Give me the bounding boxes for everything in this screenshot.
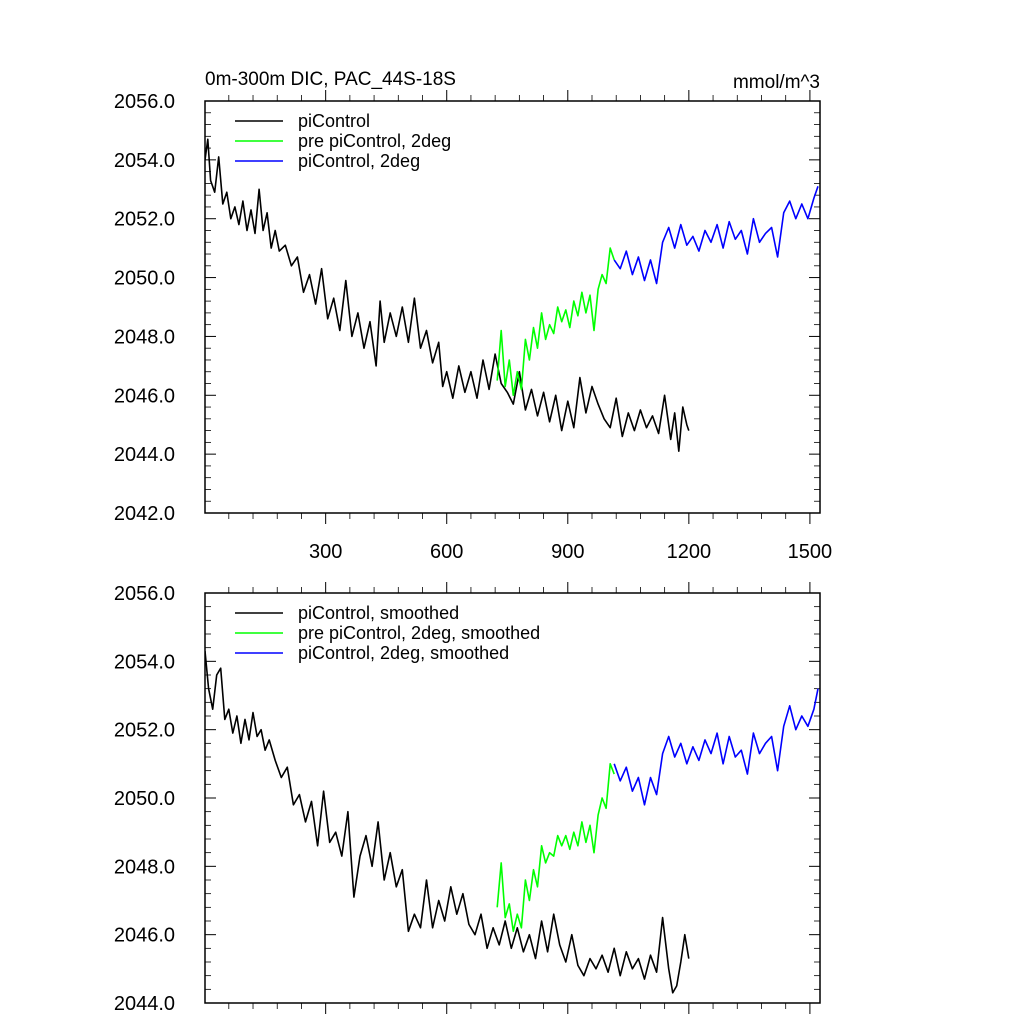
- top-ytick-label: 2046.0: [114, 385, 175, 407]
- top-ytick-label: 2050.0: [114, 268, 175, 290]
- top-xtick-label: 1200: [667, 541, 712, 563]
- top-chart-units: mmol/m^3: [733, 72, 820, 93]
- bottom-ytick-label: 2054.0: [114, 651, 175, 673]
- bottom-series-line-2: [496, 762, 615, 933]
- top-legend-label-2: pre piControl, 2deg: [298, 131, 451, 151]
- top-xtick-label: 1500: [788, 541, 833, 563]
- top-ytick-label: 2054.0: [114, 150, 175, 172]
- top-xtick-label: 300: [309, 541, 342, 563]
- bottom-series-line-1: [205, 651, 690, 994]
- top-ytick-label: 2044.0: [114, 444, 175, 466]
- top-chart-title-group: 0m-300m DIC, PAC_44S-18S mmol/m^3: [205, 69, 820, 93]
- top-ytick-label: 2042.0: [114, 503, 175, 525]
- bottom-chart-panel: 2044.0 2046.0 2048.0 2050.0 2052.0 2054.0 2056…: [114, 582, 821, 1015]
- bottom-ytick-label: 2050.0: [114, 788, 175, 810]
- top-ytick-label: 2052.0: [114, 209, 175, 231]
- bottom-ytick-label: 2044.0: [114, 993, 175, 1015]
- top-series-line-2: [496, 247, 615, 397]
- top-series-line-1: [205, 138, 690, 453]
- top-ytick-label: 2056.0: [114, 91, 175, 113]
- bottom-ytick-label: 2056.0: [114, 583, 175, 605]
- bottom-ytick-label: 2052.0: [114, 720, 175, 742]
- bottom-ytick-label: 2046.0: [114, 925, 175, 947]
- top-xtick-label: 600: [430, 541, 463, 563]
- top-chart-title: 0m-300m DIC, PAC_44S-18S: [205, 69, 456, 90]
- bottom-legend-label-3: piControl, 2deg, smoothed: [298, 643, 509, 663]
- top-chart-panel: 2042.0 2044.0 2046.0 2048.0 2050.0 2052.0 2054…: [114, 90, 832, 563]
- top-ytick-label: 2048.0: [114, 326, 175, 348]
- top-plot-frame: [204, 100, 821, 514]
- bottom-ytick-label: 2048.0: [114, 856, 175, 878]
- bottom-legend-label-1: piControl, smoothed: [298, 603, 459, 623]
- bottom-series-line-3: [613, 688, 819, 806]
- top-legend-label-1: piControl: [298, 111, 370, 131]
- top-series-line-3: [613, 186, 819, 285]
- bottom-legend-label-2: pre piControl, 2deg, smoothed: [298, 623, 540, 643]
- top-legend-label-3: piControl, 2deg: [298, 151, 420, 171]
- top-xtick-label: 900: [551, 541, 584, 563]
